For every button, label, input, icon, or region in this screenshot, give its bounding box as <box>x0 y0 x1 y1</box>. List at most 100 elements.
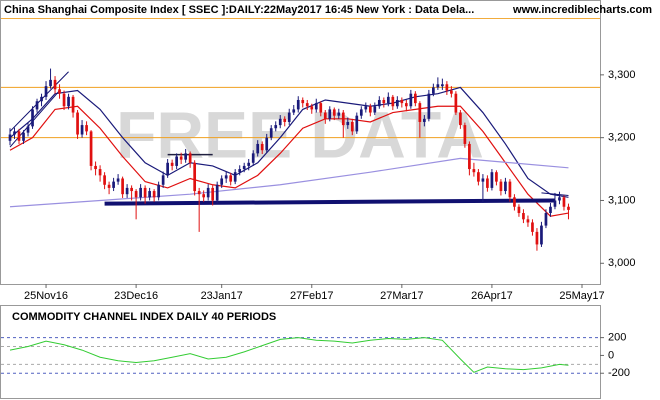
trend-line <box>9 71 69 132</box>
y-tick-label: 3,100 <box>608 194 636 206</box>
candle-body <box>418 103 422 122</box>
candle-body <box>125 187 129 195</box>
candle-body <box>215 184 219 201</box>
candle-body <box>490 172 494 188</box>
candle-body <box>184 153 188 160</box>
candle-body <box>265 137 269 151</box>
candle-body <box>287 112 291 122</box>
candle-body <box>278 118 282 126</box>
candle-body <box>139 187 142 198</box>
title-band <box>1 1 600 18</box>
candle-body <box>251 153 255 163</box>
cci-line <box>9 337 569 373</box>
candle-body <box>382 99 386 104</box>
trend-line <box>104 198 555 206</box>
candle-body <box>427 93 431 119</box>
candle-body <box>98 169 102 176</box>
candle-body <box>328 109 332 119</box>
candle-body <box>364 106 368 110</box>
x-tick-label: 25May17 <box>559 290 604 302</box>
candle-body <box>49 79 52 87</box>
candle-body <box>89 131 93 166</box>
candle-body <box>211 187 215 201</box>
candle-body <box>31 109 34 127</box>
candle-body <box>44 86 48 97</box>
candle-body <box>499 181 503 192</box>
candle-body <box>229 175 233 182</box>
candle-body <box>409 93 413 107</box>
candle-body <box>549 206 552 214</box>
candle-body <box>121 178 124 195</box>
ma-line <box>9 105 569 217</box>
candle-body <box>206 187 210 198</box>
candle-body <box>238 169 242 173</box>
candle-body <box>130 187 133 192</box>
x-tick-label: 23Jan17 <box>201 290 243 302</box>
source: www.incrediblecharts.com <box>512 4 652 16</box>
candle-body <box>170 162 174 166</box>
candle-body <box>337 112 341 116</box>
y-tick-label: 3,000 <box>608 257 636 269</box>
candle-body <box>517 206 521 214</box>
candle-body <box>553 200 557 207</box>
candle-body <box>116 178 120 182</box>
candle-body <box>40 96 43 102</box>
candle-body <box>355 115 359 132</box>
candle-body <box>193 162 197 192</box>
candle-body <box>486 178 489 188</box>
candle-body <box>220 178 224 185</box>
candle-body <box>166 162 169 176</box>
candle-body <box>103 175 106 185</box>
candle-body <box>242 165 246 170</box>
candle-body <box>346 121 350 126</box>
candle-body <box>386 96 390 104</box>
candle-body <box>202 194 206 198</box>
candle-body <box>359 109 363 116</box>
candle-body <box>445 84 449 91</box>
candle-body <box>436 84 440 88</box>
candle-body <box>450 90 453 94</box>
candle-body <box>62 93 66 107</box>
candle-body <box>157 184 160 198</box>
y-tick-label: -200 <box>608 367 630 379</box>
chart-title: China Shanghai Composite Index [ SSEC ]:… <box>4 4 474 16</box>
trend-line <box>9 90 60 148</box>
candle-body <box>292 109 296 113</box>
candle-body <box>522 213 525 220</box>
candle-body <box>535 231 539 245</box>
candle-body <box>368 106 372 113</box>
candle-body <box>513 197 516 207</box>
x-tick-label: 25Nov16 <box>24 290 68 302</box>
candle-body <box>562 197 566 207</box>
candle-body <box>107 184 111 188</box>
candle-body <box>143 187 147 198</box>
candle-body <box>179 156 183 160</box>
x-tick-label: 27Feb17 <box>290 290 333 302</box>
candle-body <box>58 89 61 94</box>
candle-body <box>224 175 228 179</box>
candle-body <box>161 175 165 185</box>
candle-body <box>67 96 70 107</box>
candle-body <box>323 112 327 119</box>
candle-body <box>148 191 151 198</box>
candle-body <box>80 125 84 135</box>
x-tick-label: 26Apr17 <box>471 290 513 302</box>
candle-body <box>531 222 534 232</box>
candle-body <box>256 143 260 154</box>
candle-body <box>350 121 354 132</box>
candle-body <box>296 99 300 110</box>
candle-body <box>53 79 57 90</box>
candle-body <box>319 103 323 113</box>
candle-body <box>269 128 273 138</box>
y-tick-label: 0 <box>608 349 614 361</box>
candle-body <box>472 169 476 173</box>
candle-body <box>71 96 75 113</box>
candle-body <box>301 99 305 104</box>
candle-body <box>260 143 264 151</box>
y-tick-label: 200 <box>608 332 626 344</box>
candle-body <box>373 106 377 113</box>
x-tick-label: 27Mar17 <box>380 290 423 302</box>
candle-body <box>468 143 471 170</box>
